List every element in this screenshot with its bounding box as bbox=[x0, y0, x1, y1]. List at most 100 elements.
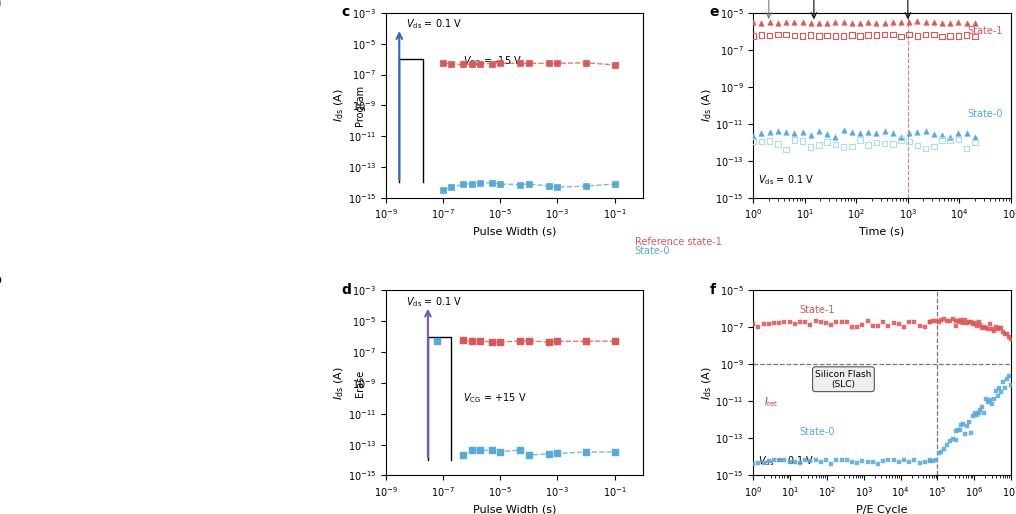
Point bbox=[983, 325, 1000, 333]
Point bbox=[578, 59, 594, 67]
Text: Reference state-1: Reference state-1 bbox=[635, 237, 721, 247]
Point bbox=[781, 458, 798, 467]
Point bbox=[819, 31, 835, 40]
Point bbox=[803, 20, 819, 28]
Point bbox=[934, 448, 950, 456]
Point bbox=[472, 179, 489, 187]
Point bbox=[948, 317, 964, 325]
Point bbox=[818, 456, 834, 464]
Point bbox=[808, 317, 824, 325]
Point bbox=[931, 449, 947, 457]
Point bbox=[926, 130, 942, 138]
Point bbox=[968, 411, 985, 419]
Point bbox=[860, 457, 876, 466]
Point bbox=[926, 142, 942, 151]
Point bbox=[607, 337, 623, 345]
Point bbox=[909, 17, 926, 26]
Point bbox=[811, 141, 827, 149]
Point bbox=[891, 320, 907, 328]
Point bbox=[988, 387, 1004, 395]
Point bbox=[1003, 335, 1016, 343]
Point bbox=[844, 458, 861, 466]
X-axis label: Pulse Width (s): Pulse Width (s) bbox=[472, 227, 556, 237]
Point bbox=[997, 330, 1013, 338]
Y-axis label: $I_{\mathrm{ds}}$ (A): $I_{\mathrm{ds}}$ (A) bbox=[700, 88, 714, 122]
Point bbox=[803, 321, 819, 329]
Point bbox=[965, 319, 981, 327]
Point bbox=[492, 448, 508, 456]
Point bbox=[966, 409, 982, 417]
Point bbox=[950, 317, 966, 325]
Point bbox=[990, 392, 1006, 400]
Point bbox=[745, 132, 761, 140]
Point bbox=[753, 137, 769, 145]
Point bbox=[860, 141, 876, 150]
Point bbox=[917, 18, 934, 26]
Point bbox=[942, 133, 958, 141]
Point bbox=[948, 427, 964, 435]
Point bbox=[893, 136, 909, 144]
Point bbox=[963, 318, 979, 326]
X-axis label: Pulse Width (s): Pulse Width (s) bbox=[472, 505, 556, 514]
Point bbox=[865, 322, 881, 330]
Point bbox=[1001, 333, 1016, 341]
Point bbox=[819, 138, 835, 146]
Text: c: c bbox=[341, 6, 351, 20]
Text: State-0: State-0 bbox=[635, 246, 671, 255]
Point bbox=[948, 436, 964, 445]
Point bbox=[961, 418, 977, 427]
Point bbox=[823, 460, 839, 468]
Point bbox=[880, 456, 896, 464]
Point bbox=[922, 318, 938, 326]
Point bbox=[851, 129, 868, 137]
Point bbox=[961, 318, 977, 326]
Point bbox=[851, 136, 868, 144]
Point bbox=[992, 324, 1008, 332]
Point bbox=[786, 136, 803, 144]
Point bbox=[827, 140, 843, 149]
Point bbox=[925, 457, 941, 465]
Point bbox=[762, 19, 778, 27]
Text: State-0: State-0 bbox=[800, 427, 835, 437]
Point bbox=[957, 430, 973, 438]
Text: State-1: State-1 bbox=[967, 26, 1003, 36]
Point bbox=[990, 325, 1006, 333]
Point bbox=[550, 449, 566, 457]
Point bbox=[770, 127, 786, 135]
Point bbox=[443, 183, 459, 192]
Point bbox=[939, 440, 955, 449]
Point bbox=[455, 336, 471, 344]
Point bbox=[916, 323, 933, 331]
Point bbox=[828, 456, 844, 465]
Point bbox=[901, 318, 917, 326]
Point bbox=[843, 31, 860, 39]
Point bbox=[541, 338, 557, 346]
Point bbox=[756, 458, 772, 467]
Point bbox=[997, 384, 1013, 392]
Point bbox=[877, 126, 893, 135]
Point bbox=[835, 17, 851, 26]
Point bbox=[886, 319, 902, 327]
Point bbox=[463, 60, 480, 68]
Point bbox=[942, 19, 958, 27]
Point bbox=[770, 140, 786, 148]
Point bbox=[891, 458, 907, 466]
Point bbox=[838, 456, 854, 464]
Point bbox=[1001, 372, 1016, 380]
Point bbox=[934, 19, 950, 27]
Point bbox=[922, 456, 938, 465]
Point bbox=[942, 32, 958, 40]
Point bbox=[928, 317, 944, 325]
Point bbox=[835, 32, 851, 40]
Point bbox=[761, 320, 777, 328]
Point bbox=[484, 60, 500, 68]
Point bbox=[819, 19, 835, 27]
Point bbox=[945, 315, 961, 323]
Point bbox=[978, 395, 995, 403]
Point bbox=[983, 400, 1000, 408]
Point bbox=[803, 31, 819, 39]
Point bbox=[994, 324, 1010, 333]
Point bbox=[999, 331, 1015, 339]
Text: State-0: State-0 bbox=[967, 109, 1003, 119]
Point bbox=[963, 429, 979, 437]
